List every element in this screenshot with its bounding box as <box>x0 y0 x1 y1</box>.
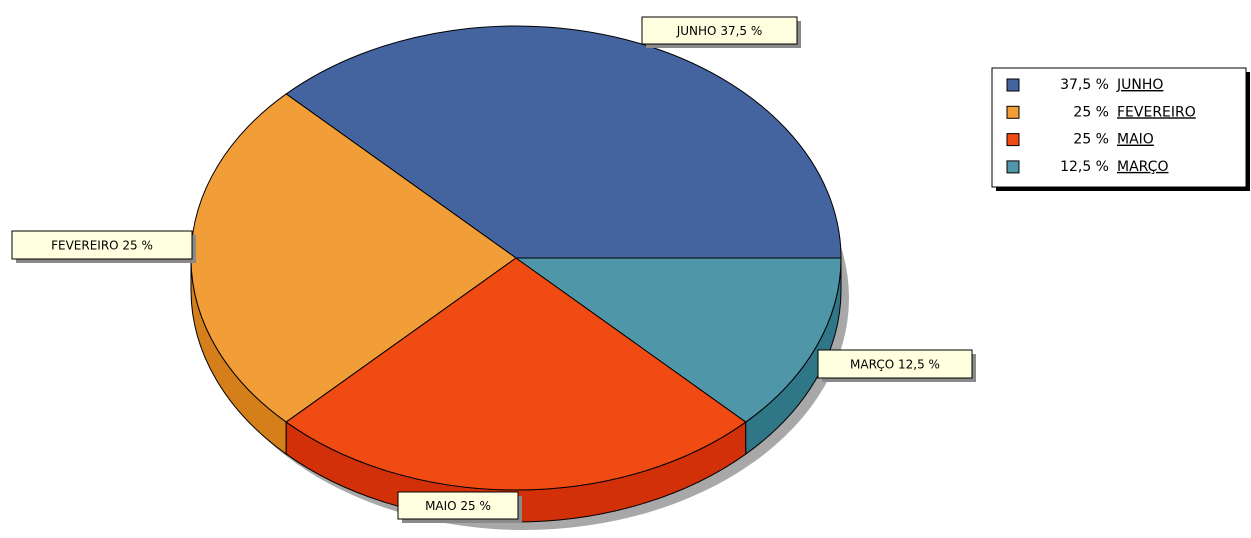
data-label-box: MAIO 25 % <box>397 491 522 523</box>
data-label: FEVEREIRO 25 % <box>51 239 153 253</box>
data-label-box: MARÇO 12,5 % <box>817 349 976 382</box>
legend-label: JUNHO <box>1116 77 1163 93</box>
legend-value: 25 % <box>1073 132 1109 148</box>
legend-swatch <box>1006 160 1020 174</box>
slice <box>285 257 747 491</box>
legend <box>991 67 1247 188</box>
data-label: MAIO 25 % <box>425 499 491 513</box>
legend-swatch <box>1006 78 1020 92</box>
data-label: JUNHO 37,5 % <box>676 24 763 38</box>
label-bg <box>817 349 973 379</box>
label-bg <box>397 491 519 520</box>
legend-value: 37,5 % <box>1060 77 1109 93</box>
legend-label: FEVEREIRO <box>1117 104 1196 120</box>
slice <box>514 257 842 423</box>
legend-value: 25 % <box>1073 104 1109 120</box>
label-bg <box>11 230 193 260</box>
data-label: MARÇO 12,5 % <box>850 358 940 372</box>
data-label-box: JUNHO 37,5 % <box>641 16 801 48</box>
legend-label: MARÇO <box>1117 159 1168 175</box>
legend-value: 12,5 % <box>1060 159 1109 175</box>
legend-swatch <box>1006 133 1020 147</box>
legend-swatch <box>1006 105 1020 119</box>
legend-label: MAIO <box>1117 132 1154 148</box>
slice <box>285 25 842 259</box>
label-bg <box>641 16 798 45</box>
data-label-box: FEVEREIRO 25 % <box>11 230 196 263</box>
